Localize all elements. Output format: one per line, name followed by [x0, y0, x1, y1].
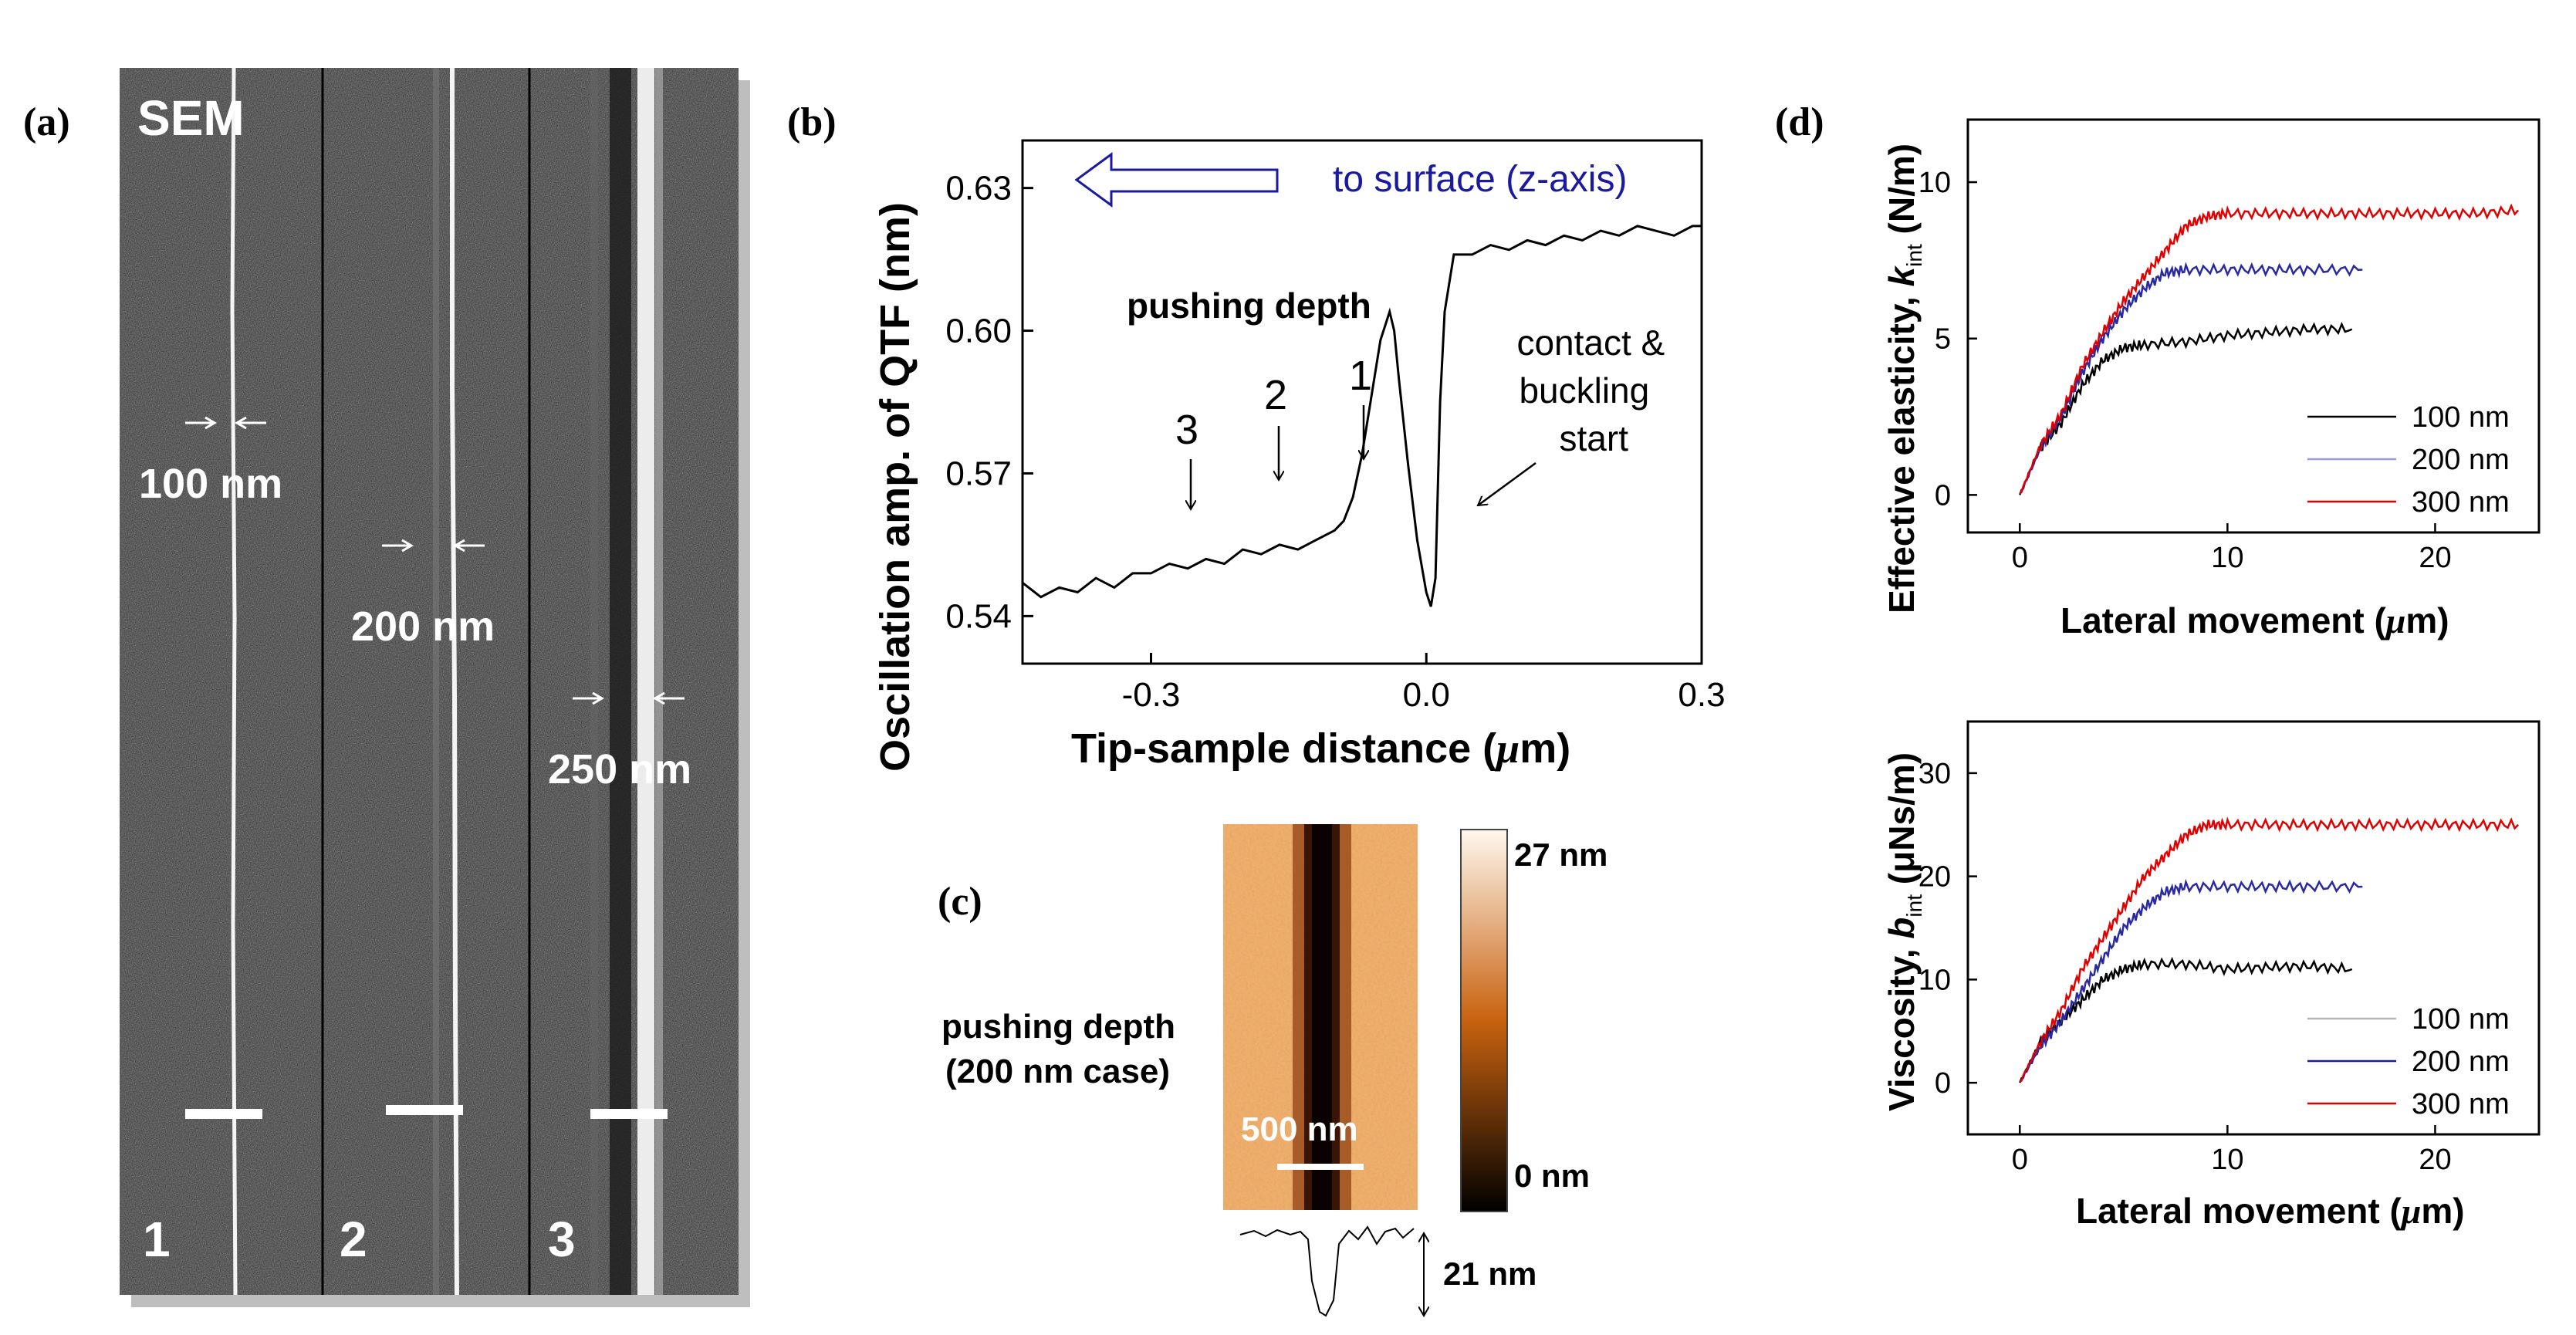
qtf-xtick-label: 0.3 [1678, 676, 1725, 714]
viscosity-xlabel: Lateral movement (μm) [2076, 1191, 2465, 1231]
elasticity-ytick-label: 5 [1935, 323, 1951, 356]
viscosity-ytick-label: 20 [1918, 861, 1951, 894]
contact-annotation: contact & buckling start [1478, 323, 1675, 505]
qtf-ytick-label: 0.54 [945, 597, 1012, 635]
elasticity-ytick-label: 10 [1918, 167, 1951, 199]
elasticity-xlabel: Lateral movement (μm) [2060, 600, 2449, 640]
svg-text:contact & buckling: contact & buckling start [1516, 323, 1675, 458]
viscosity-xtick-label: 20 [2419, 1144, 2451, 1176]
scale-bar-2 [386, 1105, 463, 1115]
strip-number-3: 3 [548, 1212, 576, 1267]
elasticity-xtick-label: 0 [2012, 542, 2028, 574]
panel-label-b: (b) [787, 100, 837, 144]
profile-depth-label: 21 nm [1443, 1256, 1536, 1292]
elasticity-series-300nm [2019, 203, 2520, 495]
colorbar-min: 0 nm [1514, 1158, 1590, 1194]
elasticity-xtick-label: 20 [2419, 542, 2451, 574]
viscosity-series-300nm [2019, 816, 2519, 1083]
width-label-3: 250 nm [548, 746, 691, 793]
scale-bar-1 [185, 1109, 262, 1119]
viscosity-legend-label: 100 nm [2412, 1003, 2510, 1036]
svg-text:2: 2 [1264, 372, 1287, 418]
marker-3: 3 [1175, 407, 1198, 509]
elasticity-ytick-label: 0 [1935, 479, 1951, 512]
sem-panel: SEM 100 nm 200 nm 250 nm 1 2 3 [120, 67, 750, 1307]
afm-image: 500 nm [1223, 824, 1418, 1210]
panel-label-c: (c) [938, 880, 982, 924]
qtf-ytick-label: 0.63 [945, 170, 1012, 208]
marker-1: 1 [1349, 353, 1372, 459]
viscosity-chart: 0 10 20 0 10 20 30 100 nm 200 nm 300 nm Viscosit… [1881, 720, 2541, 1231]
qtf-series-line [1022, 225, 1702, 607]
qtf-ytick-label: 0.57 [945, 455, 1012, 492]
pushing-depth-label: pushing depth [1127, 286, 1371, 326]
elasticity-legend-label: 100 nm [2412, 401, 2510, 434]
viscosity-ytick-label: 10 [1918, 964, 1951, 996]
elasticity-series-100nm [2019, 321, 2353, 495]
panel-label-d: (d) [1775, 100, 1824, 144]
strip-number-2: 2 [340, 1212, 367, 1267]
scale-bar-3 [590, 1109, 668, 1119]
panel-c-caption: pushing depth (200 nm case) [941, 1008, 1185, 1090]
svg-text:3: 3 [1175, 407, 1198, 453]
colorbar-max: 27 nm [1514, 836, 1607, 873]
nanowire-3 [637, 68, 654, 1295]
qtf-plot-frame [1021, 139, 1703, 665]
viscosity-legend-label: 300 nm [2412, 1088, 2510, 1120]
elasticity-plot-frame [1966, 118, 2541, 534]
viscosity-plot-frame [1966, 720, 2541, 1136]
sem-title: SEM [137, 90, 245, 146]
nanowire-1 [230, 67, 238, 1296]
viscosity-xtick-label: 10 [2211, 1144, 2243, 1176]
qtf-xtick-label: 0.0 [1403, 676, 1450, 714]
viscosity-series-100nm [2019, 956, 2353, 1083]
strip-number-1: 1 [143, 1212, 171, 1267]
elasticity-chart: 0 10 20 0 5 10 100 nm 200 nm 300 nm Effective e… [1881, 118, 2541, 640]
svg-text:1: 1 [1349, 353, 1372, 399]
marker-2: 2 [1264, 372, 1287, 480]
qtf-xtick-label: -0.3 [1122, 676, 1181, 714]
afm-colorbar: 27 nm 0 nm [1460, 829, 1607, 1212]
width-label-2: 200 nm [351, 603, 495, 650]
width-label-1: 100 nm [139, 461, 282, 507]
viscosity-ytick-label: 30 [1918, 758, 1951, 790]
afm-scale-label: 500 nm [1241, 1110, 1358, 1148]
viscosity-xtick-label: 0 [2012, 1144, 2028, 1176]
afm-profile: 21 nm [1239, 1225, 1536, 1316]
viscosity-legend-label: 200 nm [2412, 1046, 2510, 1078]
qtf-ytick-label: 0.60 [945, 313, 1012, 350]
viscosity-ytick-label: 0 [1935, 1067, 1951, 1100]
viscosity-series-200nm [2019, 878, 2363, 1083]
elasticity-legend-label: 200 nm [2412, 444, 2510, 476]
elasticity-series-200nm [2019, 262, 2363, 495]
viscosity-ylabel: Viscosity, bint (μNs/m) [1881, 752, 1926, 1111]
qtf-chart: -0.3 0.0 0.3 0.54 0.57 0.60 0.63 Oscillation a… [872, 139, 1726, 772]
panel-label-a: (a) [23, 100, 70, 144]
qtf-xlabel: Tip-sample distance (μm) [1071, 725, 1570, 772]
direction-arrow [1074, 152, 1279, 208]
qtf-ylabel: Oscillation amp. of QTF (nm) [872, 202, 918, 772]
direction-label: to surface (z-axis) [1333, 159, 1627, 200]
afm-scale-bar [1277, 1164, 1364, 1170]
elasticity-legend-label: 300 nm [2412, 486, 2510, 519]
elasticity-ylabel: Effective elasticity, kint (N/m) [1881, 144, 1926, 613]
nanowire-2 [450, 68, 459, 1296]
elasticity-xtick-label: 10 [2211, 542, 2243, 574]
